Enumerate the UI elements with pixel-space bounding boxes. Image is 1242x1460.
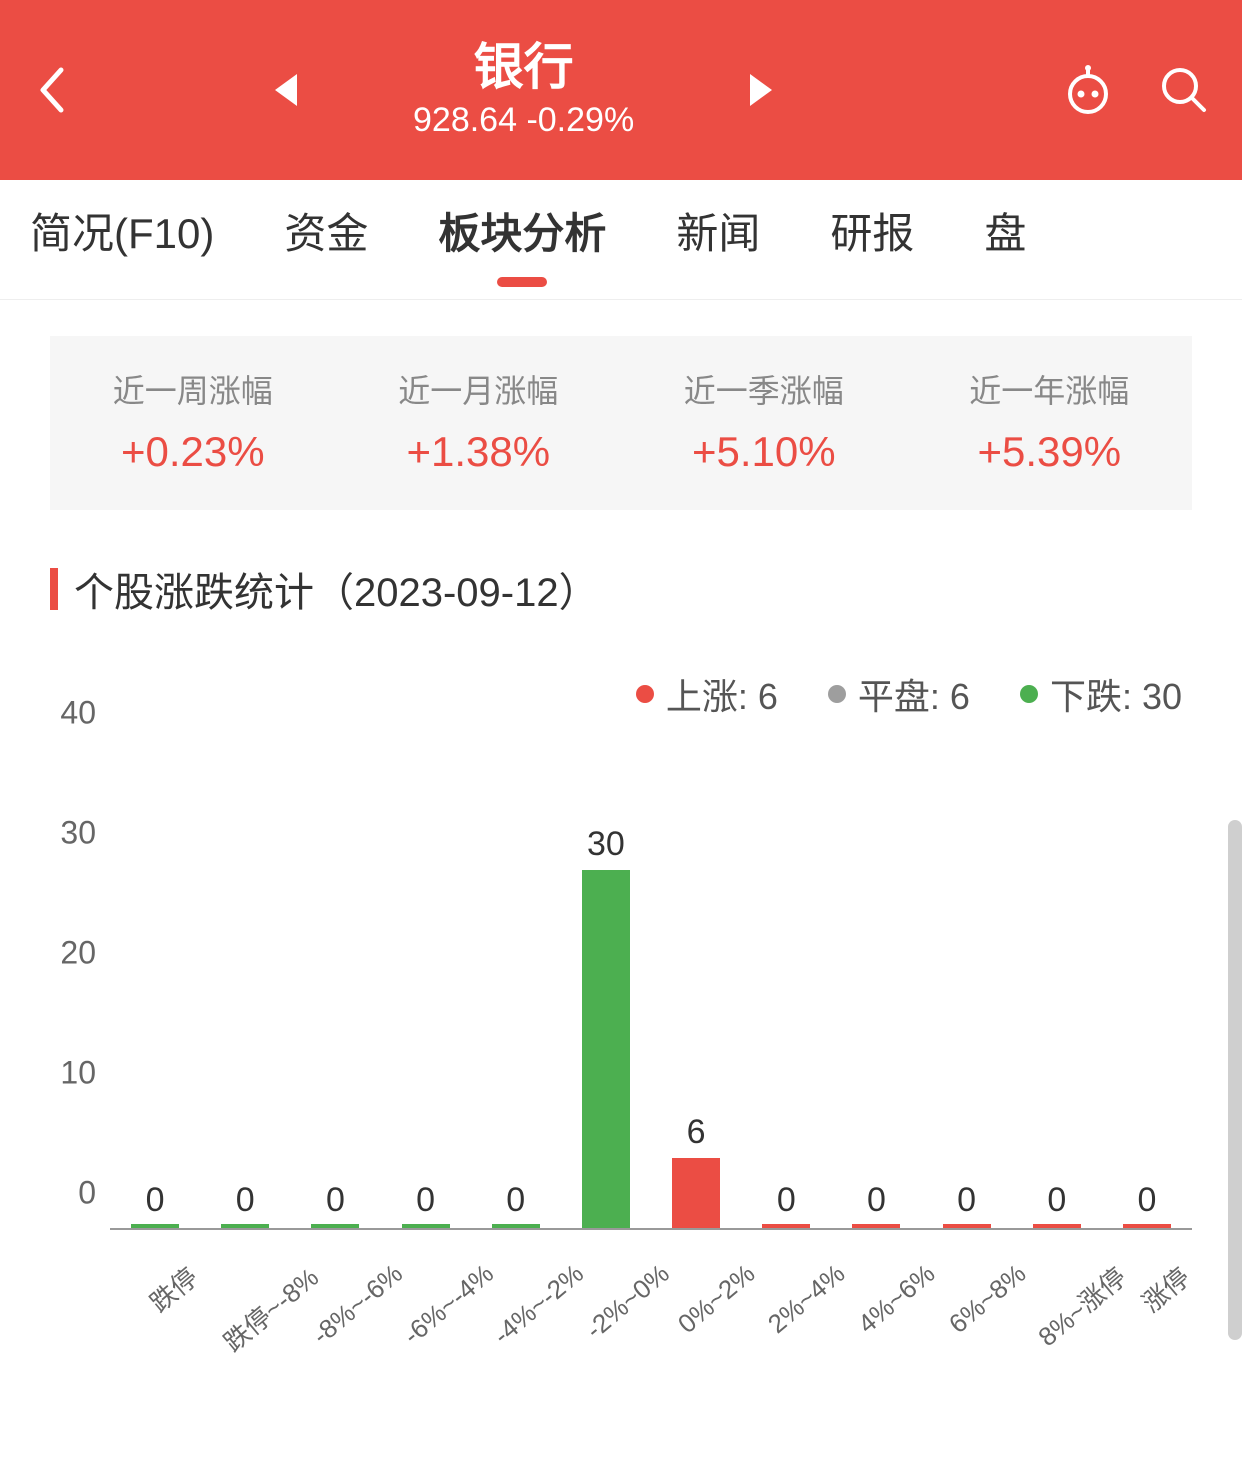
stat-label: 近一周涨幅 <box>50 366 336 412</box>
bar-column: 0 <box>200 750 290 1230</box>
section-title-accent <box>50 568 58 610</box>
legend-label: 平盘: 6 <box>858 668 970 720</box>
tab-简况(F10)[interactable]: 简况(F10) <box>30 200 214 279</box>
bar-column: 0 <box>381 750 471 1230</box>
legend-item: 下跌: 30 <box>1020 668 1182 720</box>
bar-value-label: 30 <box>587 825 625 864</box>
bar-value-label: 0 <box>1047 1181 1066 1220</box>
bar-rect <box>582 870 630 1230</box>
y-tick: 40 <box>60 695 96 732</box>
chart-legend: 上涨: 6 平盘: 6 下跌: 30 <box>0 668 1182 720</box>
bar-rect <box>672 1158 720 1230</box>
stat-label: 近一年涨幅 <box>907 366 1193 412</box>
bar-value-label: 0 <box>236 1181 255 1220</box>
x-tick: 4%~6% <box>831 1240 921 1370</box>
scrollbar[interactable] <box>1228 820 1242 1340</box>
x-tick: -4%~-2% <box>471 1240 561 1370</box>
tab-研报[interactable]: 研报 <box>830 200 914 279</box>
bar-column: 0 <box>1012 750 1102 1230</box>
x-tick: -6%~-4% <box>381 1240 471 1370</box>
stat-label: 近一月涨幅 <box>336 366 622 412</box>
bar-column: 0 <box>110 750 200 1230</box>
legend-dot <box>828 685 846 703</box>
tab-新闻[interactable]: 新闻 <box>676 200 760 279</box>
x-tick: 涨停 <box>1102 1240 1192 1370</box>
x-tick: 8%~涨停 <box>1012 1240 1102 1370</box>
stat-value: +0.23% <box>50 428 336 476</box>
x-tick: -8%~-6% <box>290 1240 380 1370</box>
stat-value: +5.39% <box>907 428 1193 476</box>
chart-plot-area: 0000030600000 <box>110 750 1192 1230</box>
tab-板块分析[interactable]: 板块分析 <box>438 200 606 279</box>
bar-value-label: 0 <box>416 1181 435 1220</box>
ai-assistant-icon[interactable] <box>1060 62 1116 118</box>
header-title-block: 银行 928.64 -0.29% <box>413 40 634 140</box>
bar-value-label: 0 <box>1138 1181 1157 1220</box>
bar-value-label: 0 <box>326 1181 345 1220</box>
stat-item: 近一月涨幅 +1.38% <box>336 366 622 476</box>
legend-dot <box>1020 685 1038 703</box>
header: 银行 928.64 -0.29% <box>0 0 1242 180</box>
bar-value-label: 0 <box>867 1181 886 1220</box>
y-tick: 0 <box>78 1175 96 1212</box>
prev-stock-icon[interactable] <box>260 66 308 114</box>
chart-baseline <box>110 1228 1192 1230</box>
stat-value: +1.38% <box>336 428 622 476</box>
legend-item: 平盘: 6 <box>828 668 970 720</box>
bar-value-label: 0 <box>506 1181 525 1220</box>
x-tick: -2%~0% <box>561 1240 651 1370</box>
legend-item: 上涨: 6 <box>636 668 778 720</box>
x-tick: 跌停~-8% <box>200 1240 290 1370</box>
chart-x-axis: 跌停跌停~-8%-8%~-6%-6%~-4%-4%~-2%-2%~0%0%~2%… <box>110 1240 1192 1370</box>
stat-label: 近一季涨幅 <box>621 366 907 412</box>
tab-资金[interactable]: 资金 <box>284 200 368 279</box>
chart-y-axis: 010203040 <box>30 750 110 1230</box>
bar-column: 0 <box>471 750 561 1230</box>
tab-bar: 简况(F10) 资金板块分析新闻研报盘 <box>0 180 1242 300</box>
bar-column: 0 <box>831 750 921 1230</box>
section-title: 个股涨跌统计（2023-09-12） <box>50 560 1242 618</box>
back-icon[interactable] <box>30 70 70 110</box>
stat-value: +5.10% <box>621 428 907 476</box>
bar-value-label: 6 <box>687 1113 706 1152</box>
x-tick: 6%~8% <box>922 1240 1012 1370</box>
x-tick: 0%~2% <box>651 1240 741 1370</box>
tab-盘[interactable]: 盘 <box>984 200 1026 279</box>
header-subtitle: 928.64 -0.29% <box>413 101 634 140</box>
bar-column: 6 <box>651 750 741 1230</box>
legend-dot <box>636 685 654 703</box>
stat-item: 近一周涨幅 +0.23% <box>50 366 336 476</box>
legend-label: 上涨: 6 <box>666 668 778 720</box>
bar-value-label: 0 <box>957 1181 976 1220</box>
bar-column: 0 <box>741 750 831 1230</box>
header-title: 银行 <box>413 40 634 95</box>
stat-item: 近一年涨幅 +5.39% <box>907 366 1193 476</box>
search-icon[interactable] <box>1156 62 1212 118</box>
y-tick: 20 <box>60 935 96 972</box>
next-stock-icon[interactable] <box>739 66 787 114</box>
distribution-chart: 010203040 0000030600000 跌停跌停~-8%-8%~-6%-… <box>30 750 1212 1370</box>
y-tick: 30 <box>60 815 96 852</box>
bar-column: 0 <box>1102 750 1192 1230</box>
x-tick: 2%~4% <box>741 1240 831 1370</box>
bar-column: 0 <box>290 750 380 1230</box>
legend-label: 下跌: 30 <box>1050 668 1182 720</box>
x-tick: 跌停 <box>110 1240 200 1370</box>
bar-column: 0 <box>922 750 1012 1230</box>
bar-value-label: 0 <box>146 1181 165 1220</box>
performance-stats: 近一周涨幅 +0.23%近一月涨幅 +1.38% 近一季涨幅 +5.10%近一年涨幅 +5… <box>50 336 1192 510</box>
bar-value-label: 0 <box>777 1181 796 1220</box>
bar-column: 30 <box>561 750 651 1230</box>
stat-item: 近一季涨幅 +5.10% <box>621 366 907 476</box>
y-tick: 10 <box>60 1055 96 1092</box>
